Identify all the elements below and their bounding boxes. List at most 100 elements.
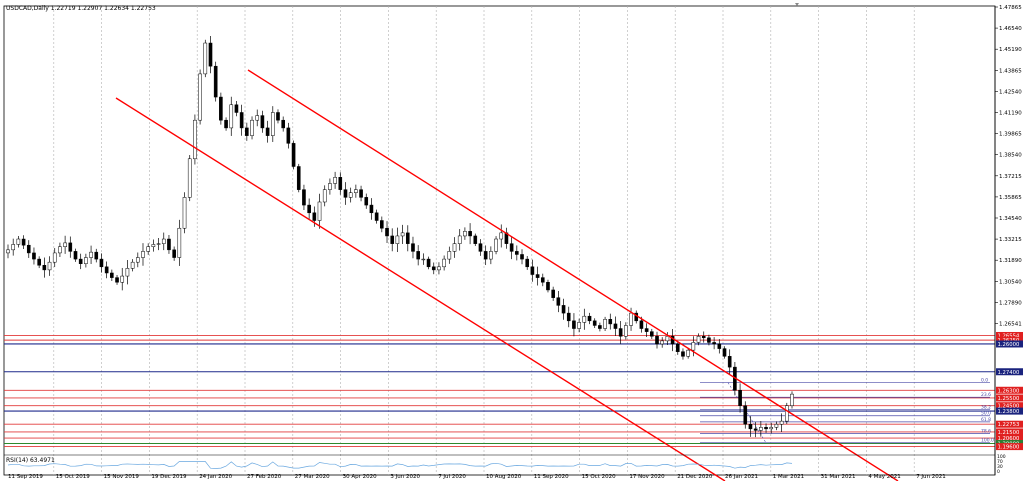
candle-body <box>343 189 348 198</box>
rsi-scale-label: 0 <box>997 469 1000 475</box>
candle-body <box>613 323 618 329</box>
candle-body <box>696 336 701 343</box>
candle-body <box>21 238 26 246</box>
rsi-line <box>7 461 793 469</box>
candle-body <box>110 272 114 278</box>
candle-body <box>63 242 67 247</box>
candle-body <box>359 189 363 198</box>
candle-body <box>234 104 239 113</box>
candle-body <box>655 336 659 345</box>
candle-body <box>312 212 317 221</box>
candle-body <box>608 319 613 325</box>
y-tick-label: 1.37215 <box>999 174 1022 180</box>
price-tag-label: 1.25500 <box>998 396 1021 402</box>
y-tick-label: 1.31890 <box>999 258 1022 264</box>
candle-body <box>650 331 654 337</box>
candle-body <box>525 258 530 268</box>
candle-body <box>146 246 150 252</box>
candle-body <box>712 342 716 345</box>
rsi-label: RSI(14) 63.4971 <box>6 457 55 464</box>
fib-level-label: 23.6 <box>981 392 991 398</box>
price-tag-label: 1.19600 <box>998 445 1021 451</box>
candle-body <box>250 119 254 136</box>
x-tick-label: 19 Dec 2019 <box>151 474 187 480</box>
candle-body <box>769 427 774 430</box>
candle-body <box>561 305 566 314</box>
fib-layer: 0.0 23.6 38.250.061.8 78.6 100.0 <box>700 378 994 444</box>
x-tick-label: 17 Nov 2020 <box>629 474 665 480</box>
y-tick-label: 1.39865 <box>999 132 1022 138</box>
fib-level-label: 78.6 <box>981 428 991 434</box>
candle-body <box>572 320 576 329</box>
price-tag <box>996 434 1023 442</box>
candle-body <box>405 232 410 244</box>
candle-body <box>437 266 441 271</box>
candle-body <box>452 243 457 252</box>
fib-level-label: 100.0 <box>981 438 994 444</box>
price-tag-label: 1.22753 <box>998 422 1020 428</box>
price-tag <box>996 386 1023 394</box>
candle-body <box>260 115 265 129</box>
x-tick-label: 15 Oct 2019 <box>56 474 91 480</box>
candle-body <box>540 277 545 283</box>
candle-body <box>26 244 31 254</box>
candle-body <box>68 242 73 252</box>
candle-body <box>42 265 47 271</box>
price-tag <box>996 336 1023 344</box>
candle-body <box>675 343 680 352</box>
candle-body <box>219 96 223 121</box>
candle-body <box>270 112 275 136</box>
candle-body <box>255 115 260 121</box>
fib-level-label: 50.0 <box>981 411 991 417</box>
candle-body <box>239 112 244 129</box>
candle-body <box>530 266 535 275</box>
channel-upper-line <box>247 69 899 482</box>
price-tag <box>996 394 1023 402</box>
candle-body <box>32 252 36 260</box>
candle-body <box>603 319 607 329</box>
candle-body <box>141 251 145 258</box>
candle-body <box>618 328 623 337</box>
candle-body <box>411 243 415 252</box>
candle-body <box>598 325 602 329</box>
candle-body <box>380 220 384 229</box>
candle-body <box>426 258 431 268</box>
candle-body <box>302 189 306 206</box>
candle-body <box>78 258 83 264</box>
x-tick-label: 7 Jun 2021 <box>916 474 946 480</box>
candle-body <box>229 104 234 129</box>
candle-body <box>624 325 628 337</box>
y-tick-label: 1.46540 <box>999 26 1022 32</box>
candle-body <box>463 231 467 237</box>
candle-body <box>369 204 374 214</box>
candle-body <box>167 238 171 251</box>
candle-body <box>790 393 794 406</box>
candles-layer <box>6 35 794 438</box>
candle-body <box>520 254 524 260</box>
y-tick-label: 1.30540 <box>999 279 1022 285</box>
candle-body <box>644 328 649 332</box>
price-tag <box>996 407 1023 415</box>
candle-body <box>281 119 285 129</box>
candle-body <box>515 251 519 255</box>
candle-body <box>193 119 197 160</box>
candle-body <box>759 427 763 431</box>
y-tick-label: 1.27890 <box>999 300 1022 306</box>
candle-body <box>779 420 784 425</box>
candle-body <box>52 252 57 263</box>
candle-body <box>681 351 685 357</box>
price-tag <box>996 340 1023 348</box>
candle-body <box>566 312 571 322</box>
candle-body <box>785 405 789 422</box>
price-tag <box>996 368 1023 376</box>
candle-body <box>317 201 322 221</box>
candle-body <box>639 320 644 329</box>
candle-body <box>120 275 125 283</box>
x-tick-label: 31 Mar 2021 <box>821 474 856 480</box>
candle-body <box>385 227 389 237</box>
candle-body <box>416 251 420 260</box>
candle-body <box>104 266 109 274</box>
y-tick-label: 1.26541 <box>999 322 1022 328</box>
